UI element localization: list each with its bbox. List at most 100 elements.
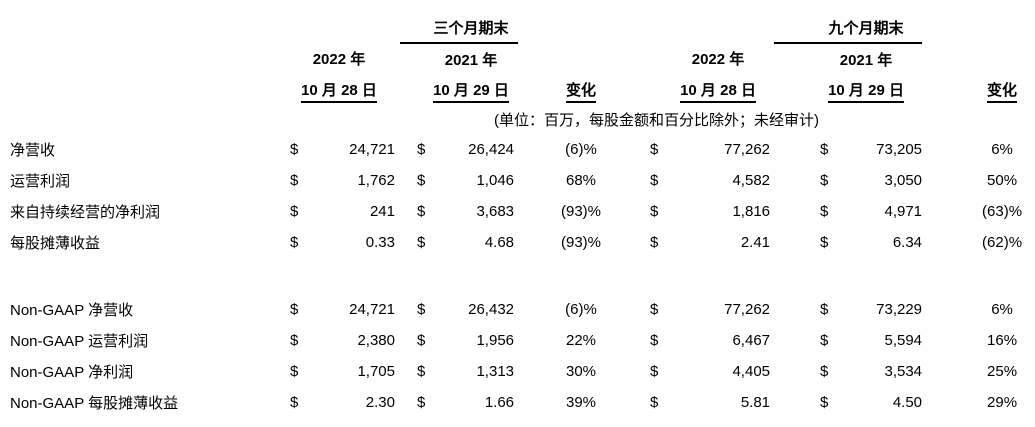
dollar-sign: $ <box>290 394 299 411</box>
three-months-header: 三个月期末 <box>400 12 519 44</box>
row-label: Non-GAAP 运营利润 <box>10 333 149 350</box>
empty-cell <box>0 43 278 74</box>
period-header-row: 三个月期末 九个月期末 <box>0 12 1035 44</box>
q3-2021-value: 3,683 <box>476 203 515 220</box>
ytd-change-label: 变化 <box>987 81 1018 103</box>
q3-change-value: 68% <box>566 172 597 189</box>
dollar-sign: $ <box>290 234 299 251</box>
q3-2022-date-label: 10 月 28 日 <box>301 81 377 103</box>
ytd-2022-value: 77,262 <box>724 301 771 318</box>
ytd-2022-date-label: 10 月 28 日 <box>680 81 756 103</box>
dollar-sign: $ <box>650 172 659 189</box>
row-label: 净营收 <box>10 142 56 159</box>
ytd-2021-date-label: 10 月 29 日 <box>828 81 904 103</box>
ytd-change-value: 16% <box>987 332 1018 349</box>
q3-2021-date-label: 10 月 29 日 <box>433 81 509 103</box>
ytd-2022-value: 1,816 <box>732 203 771 220</box>
table-row: 来自持续经营的净利润 $ 241 $ 3,683 (93)% $ 1,816 $… <box>0 196 1035 227</box>
dollar-sign: $ <box>290 363 299 380</box>
empty-cell <box>278 12 400 43</box>
spacer-row <box>0 258 1035 294</box>
q3-change-value: (6)% <box>565 301 597 318</box>
empty-cell <box>0 258 1035 294</box>
row-label: 来自持续经营的净利润 <box>10 204 161 221</box>
units-note: (单位：百万，每股金额和百分比除外；未经审计) <box>494 111 820 129</box>
dollar-sign: $ <box>650 301 659 318</box>
table-row: Non-GAAP 净利润 $ 1,705 $ 1,313 30% $ 4,405… <box>0 356 1035 387</box>
financial-results-table: 三个月期末 九个月期末 2022 年 2021 年 2022 年 2021 年 … <box>0 12 1035 418</box>
q3-2021-value: 1,313 <box>476 363 515 380</box>
q3-2022-value: 2,380 <box>357 332 395 349</box>
q3-2022-value: 1,705 <box>357 363 395 380</box>
q3-change-value: 22% <box>566 332 597 349</box>
dollar-sign: $ <box>820 203 829 220</box>
year-header-row: 2022 年 2021 年 2022 年 2021 年 <box>0 43 1035 74</box>
q3-change-value: (6)% <box>565 141 597 158</box>
q3-change-value: 30% <box>566 363 597 380</box>
q3-2022-value: 0.33 <box>365 234 395 251</box>
q3-change-value: (93)% <box>561 203 602 220</box>
dollar-sign: $ <box>417 332 426 349</box>
ytd-2021-value: 73,205 <box>876 141 923 158</box>
empty-cell <box>0 74 278 104</box>
dollar-sign: $ <box>650 203 659 220</box>
table-row: Non-GAAP 净营收 $ 24,721 $ 26,432 (6)% $ 77… <box>0 294 1035 325</box>
ytd-2022-year-header: 2022 年 <box>691 51 745 68</box>
dollar-sign: $ <box>820 141 829 158</box>
q3-2022-value: 24,721 <box>349 301 395 318</box>
dollar-sign: $ <box>290 301 299 318</box>
dollar-sign: $ <box>417 301 426 318</box>
q3-2021-value: 1,956 <box>476 332 515 349</box>
ytd-2022-value: 4,405 <box>732 363 771 380</box>
ytd-2021-year-header: 2021 年 <box>839 51 893 69</box>
row-label: Non-GAAP 净营收 <box>10 302 134 319</box>
dollar-sign: $ <box>650 394 659 411</box>
ytd-2022-value: 5.81 <box>740 394 771 411</box>
q3-2022-value: 241 <box>369 203 395 220</box>
table-row: Non-GAAP 每股摊薄收益 $ 2.30 $ 1.66 39% $ 5.81… <box>0 387 1035 418</box>
q3-2021-value: 26,432 <box>468 301 515 318</box>
q3-change-label: 变化 <box>566 81 597 103</box>
q3-change-header: 变化 <box>518 74 618 104</box>
dollar-sign: $ <box>820 301 829 318</box>
row-label: Non-GAAP 每股摊薄收益 <box>10 395 179 412</box>
empty-cell <box>922 43 1035 74</box>
q3-2022-value: 24,721 <box>349 141 395 158</box>
empty-cell <box>922 12 1035 43</box>
dollar-sign: $ <box>417 363 426 380</box>
ytd-2021-value: 4.50 <box>892 394 923 411</box>
table-row: Non-GAAP 运营利润 $ 2,380 $ 1,956 22% $ 6,46… <box>0 325 1035 356</box>
empty-cell <box>518 12 618 43</box>
ytd-2022-value: 77,262 <box>724 141 771 158</box>
q3-2022-value: 2.30 <box>365 394 395 411</box>
dollar-sign: $ <box>417 394 426 411</box>
row-label: 每股摊薄收益 <box>10 235 101 252</box>
ytd-change-value: 50% <box>987 172 1018 189</box>
empty-cell <box>0 104 278 134</box>
ytd-2021-value: 73,229 <box>876 301 923 318</box>
empty-cell <box>518 43 618 74</box>
q3-change-value: 39% <box>566 394 597 411</box>
dollar-sign: $ <box>820 394 829 411</box>
ytd-2022-date-header: 10 月 28 日 <box>618 74 774 104</box>
dollar-sign: $ <box>820 234 829 251</box>
q3-2021-value: 26,424 <box>468 141 515 158</box>
ytd-change-value: 25% <box>987 363 1018 380</box>
ytd-2021-value: 5,594 <box>884 332 923 349</box>
q3-2022-year-header: 2022 年 <box>312 51 366 68</box>
ytd-change-value: 29% <box>987 394 1018 411</box>
q3-change-value: (93)% <box>561 234 602 251</box>
ytd-2022-value: 4,582 <box>732 172 771 189</box>
ytd-change-value: (62)% <box>982 234 1023 251</box>
table-row: 每股摊薄收益 $ 0.33 $ 4.68 (93)% $ 2.41 $ 6.34… <box>0 227 1035 258</box>
ytd-change-value: 6% <box>991 141 1013 158</box>
dollar-sign: $ <box>650 141 659 158</box>
table-row: 净营收 $ 24,721 $ 26,424 (6)% $ 77,262 $ 73… <box>0 134 1035 165</box>
dollar-sign: $ <box>650 332 659 349</box>
q3-2022-date-header: 10 月 28 日 <box>278 74 400 104</box>
dollar-sign: $ <box>650 363 659 380</box>
ytd-2021-value: 3,534 <box>884 363 923 380</box>
dollar-sign: $ <box>417 234 426 251</box>
q3-2021-date-header: 10 月 29 日 <box>400 74 518 104</box>
